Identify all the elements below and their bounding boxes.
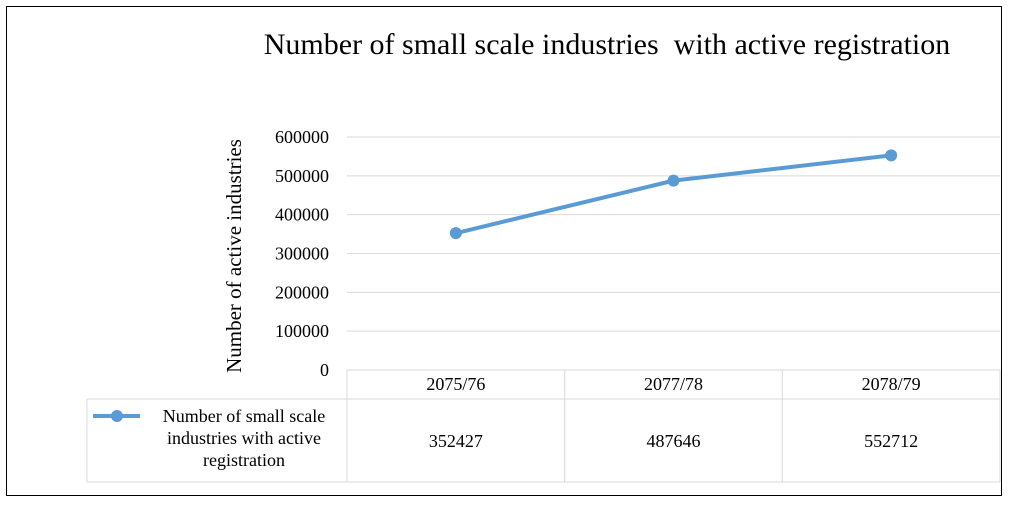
table-value-cell: 552712: [864, 431, 918, 451]
legend-label: industries with active: [167, 428, 321, 448]
series-line-path: [455, 153, 892, 236]
y-axis-title: Number of active industries: [222, 139, 246, 373]
legend-label: Number of small scale: [163, 406, 325, 426]
data-point: [449, 227, 462, 240]
y-tick-label: 400000: [275, 205, 329, 225]
table-value-cell: 352427: [429, 431, 483, 451]
data-point: [667, 174, 680, 187]
y-tick-label: 100000: [275, 321, 329, 341]
y-axis-ticks: 0 100000 200000 300000 400000 500000 600000: [275, 127, 329, 380]
x-category-label: 2078/79: [862, 374, 921, 394]
y-tick-label: 0: [320, 360, 329, 380]
data-table: 2075/76 2077/78 2078/79 352427 487646 552712: [86, 369, 1001, 483]
legend-marker: [111, 410, 123, 422]
series-line: [449, 149, 898, 240]
y-tick-label: 200000: [275, 282, 329, 302]
chart-frame: [6, 6, 1002, 496]
table-value-cell: 487646: [647, 431, 701, 451]
y-tick-label: 300000: [275, 244, 329, 264]
x-category-label: 2077/78: [644, 374, 703, 394]
y-tick-label: 500000: [275, 166, 329, 186]
x-category-label: 2075/76: [426, 374, 485, 394]
data-point: [885, 149, 898, 162]
y-tick-label: 600000: [275, 127, 329, 147]
gridlines: [347, 136, 1000, 332]
legend-label: registration: [203, 450, 285, 470]
chart-title: Number of small scale industries with ac…: [264, 28, 950, 61]
